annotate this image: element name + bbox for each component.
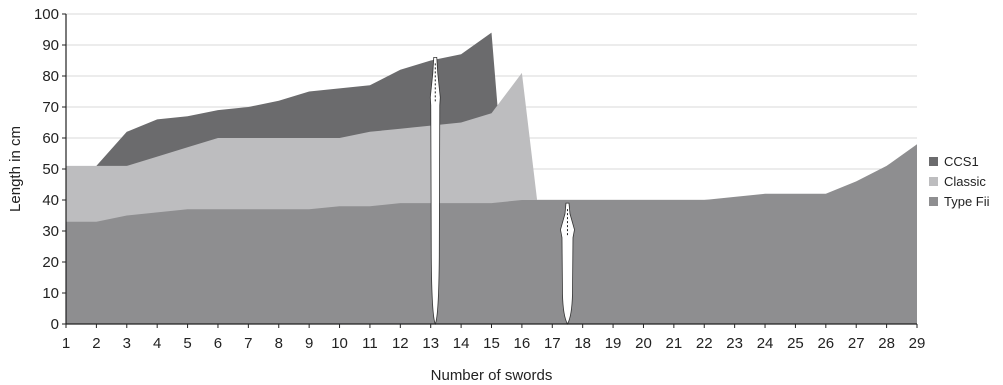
legend-label: Classic [944, 174, 986, 189]
y-tick-label: 100 [34, 6, 59, 23]
x-tick-label: 16 [514, 335, 531, 352]
x-tick-label: 15 [483, 335, 500, 352]
y-tick-label: 30 [42, 223, 59, 240]
x-tick-label: 28 [878, 335, 895, 352]
y-tick-label: 80 [42, 68, 59, 85]
y-tick-label: 20 [42, 254, 59, 271]
x-tick-label: 26 [817, 335, 834, 352]
area-type-fii [66, 144, 917, 324]
x-tick-label: 7 [244, 335, 252, 352]
legend-swatch [929, 197, 938, 206]
legend: CCS1 Classic Type Fii [929, 154, 990, 209]
y-axis-title: Length in cm [7, 126, 24, 212]
area-series [66, 32, 917, 325]
y-tick-label: 10 [42, 285, 59, 302]
x-tick-label: 27 [848, 335, 865, 352]
x-tick-label: 4 [153, 335, 161, 352]
x-tick-label: 14 [453, 335, 470, 352]
x-tick-label: 13 [422, 335, 439, 352]
x-tick-label: 2 [92, 335, 100, 352]
x-tick-label: 23 [726, 335, 743, 352]
y-tick-label: 0 [51, 316, 59, 333]
x-tick-label: 17 [544, 335, 561, 352]
x-tick-label: 10 [331, 335, 348, 352]
legend-label: CCS1 [944, 154, 979, 169]
x-tick-label: 21 [666, 335, 683, 352]
x-tick-label: 6 [214, 335, 222, 352]
y-tick-label: 70 [42, 99, 59, 116]
x-tick-label: 3 [123, 335, 131, 352]
x-tick-label: 8 [275, 335, 283, 352]
x-tick-label: 1 [62, 335, 70, 352]
x-tick-label: 12 [392, 335, 409, 352]
x-tick-label: 20 [635, 335, 652, 352]
legend-label: Type Fii [944, 194, 990, 209]
legend-item: Classic [929, 174, 986, 189]
x-tick-label: 11 [362, 335, 378, 352]
x-tick-label: 19 [605, 335, 622, 352]
x-tick-label: 9 [305, 335, 313, 352]
y-tick-labels: 0 10 20 30 40 50 60 70 80 90 100 [34, 6, 66, 333]
sword-illustrations [429, 57, 575, 326]
x-tick-label: 5 [183, 335, 191, 352]
legend-item: Type Fii [929, 194, 990, 209]
y-tick-label: 40 [42, 192, 59, 209]
legend-swatch [929, 157, 938, 166]
legend-item: CCS1 [929, 154, 979, 169]
x-axis-title: Number of swords [431, 367, 553, 384]
sword-illustration [429, 57, 441, 326]
legend-swatch [929, 177, 938, 186]
x-tick-label: 24 [757, 335, 774, 352]
x-tick-label: 18 [574, 335, 591, 352]
y-tick-label: 90 [42, 37, 59, 54]
y-tick-label: 60 [42, 130, 59, 147]
y-tick-label: 50 [42, 161, 59, 178]
x-tick-labels: 1 2 3 4 5 6 7 8 9 10 11 12 13 14 15 16 17 18 19 20 21 22 23 24 2… [62, 324, 926, 352]
x-tick-label: 29 [909, 335, 926, 352]
x-tick-label: 25 [787, 335, 804, 352]
x-tick-label: 22 [696, 335, 713, 352]
